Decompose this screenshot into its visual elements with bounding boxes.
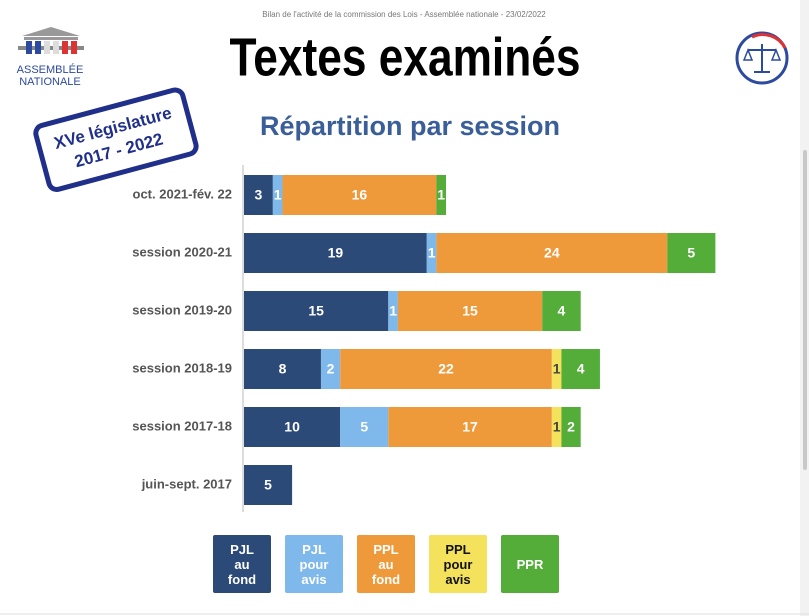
legend-entry: PPR bbox=[501, 535, 559, 593]
logo: ASSEMBLÉE NATIONALE bbox=[17, 27, 84, 88]
bar-segment bbox=[244, 407, 341, 447]
stamp-frame bbox=[33, 87, 199, 192]
bar-segment bbox=[244, 175, 273, 215]
header: Bilan de l'activité de la commission des… bbox=[262, 10, 546, 19]
logo-col bbox=[35, 41, 41, 54]
bar-segment bbox=[388, 291, 398, 331]
bar-segment bbox=[244, 349, 321, 389]
bar-segment bbox=[667, 233, 716, 273]
logo-col bbox=[71, 41, 77, 54]
value-label: 1 bbox=[274, 187, 282, 203]
logo-col bbox=[62, 41, 68, 54]
logo-beam bbox=[24, 37, 78, 40]
value-label: 1 bbox=[437, 187, 445, 203]
value-label: 3 bbox=[255, 187, 263, 203]
value-label: 1 bbox=[389, 303, 397, 319]
seal bbox=[735, 31, 789, 85]
bar-segment bbox=[426, 233, 437, 273]
category-label: session 2018-19 bbox=[132, 360, 232, 375]
legend-entry: PJL au fond bbox=[213, 535, 271, 593]
logo-base bbox=[18, 46, 84, 50]
bar-segment bbox=[244, 291, 389, 331]
value-label: 5 bbox=[687, 245, 695, 261]
bar-segment bbox=[436, 175, 447, 215]
category-label: session 2019-20 bbox=[132, 302, 232, 317]
value-label: 17 bbox=[462, 419, 478, 435]
bar-segment bbox=[436, 233, 668, 273]
legend-entry: PPL au fond bbox=[357, 535, 415, 593]
bar-segment bbox=[340, 407, 389, 447]
chart-subtitle: Répartition par session bbox=[260, 111, 560, 141]
value-label: 2 bbox=[567, 419, 575, 435]
legend-entry: PJL pour avis bbox=[285, 535, 343, 593]
bar-segment bbox=[542, 291, 581, 331]
seal-arc bbox=[751, 33, 787, 49]
value-label: 22 bbox=[438, 361, 454, 377]
category-label: juin-sept. 2017 bbox=[141, 476, 232, 491]
value-label: 16 bbox=[352, 187, 368, 203]
value-label: 10 bbox=[284, 419, 300, 435]
scroll-thumb bbox=[803, 150, 807, 470]
value-label: 5 bbox=[360, 419, 368, 435]
category-label: session 2020-21 bbox=[132, 244, 232, 259]
category-label: oct. 2021-fév. 22 bbox=[133, 186, 232, 201]
bar-segment bbox=[282, 175, 437, 215]
seal-icon bbox=[742, 47, 782, 61]
category-label: session 2017-18 bbox=[132, 418, 232, 433]
value-label: 15 bbox=[308, 303, 324, 319]
bar-segment bbox=[244, 233, 427, 273]
value-label: 8 bbox=[279, 361, 287, 377]
value-label: 1 bbox=[428, 245, 436, 261]
value-label: 1 bbox=[553, 361, 561, 377]
bar-segment bbox=[272, 175, 283, 215]
logo-col bbox=[44, 41, 50, 54]
logo-roof bbox=[22, 27, 80, 36]
value-label: 24 bbox=[544, 245, 560, 261]
legend-entry: PPL pour avis bbox=[429, 535, 487, 593]
logo-text: ASSEMBLÉE bbox=[17, 63, 84, 76]
bar-segment bbox=[244, 465, 293, 505]
value-label: 4 bbox=[558, 303, 566, 319]
stamp: XVe législature 2017 - 2022 bbox=[33, 87, 199, 192]
logo-text: NATIONALE bbox=[19, 76, 81, 88]
bar-segment bbox=[388, 407, 552, 447]
bar-segment bbox=[397, 291, 543, 331]
value-label: 15 bbox=[462, 303, 478, 319]
value-label: 19 bbox=[328, 245, 344, 261]
logo-col bbox=[53, 41, 59, 54]
bar-segment bbox=[561, 349, 600, 389]
logo-col bbox=[26, 41, 32, 54]
bar-segment bbox=[340, 349, 552, 389]
bar-segment bbox=[551, 349, 562, 389]
bar-segment bbox=[320, 349, 341, 389]
chart-title: Textes examinés bbox=[229, 27, 580, 87]
value-label: 5 bbox=[264, 477, 272, 493]
value-label: 4 bbox=[577, 361, 585, 377]
value-label: 1 bbox=[553, 419, 561, 435]
bar-segment bbox=[551, 407, 562, 447]
value-label: 2 bbox=[327, 361, 335, 377]
bar-segment bbox=[561, 407, 581, 447]
